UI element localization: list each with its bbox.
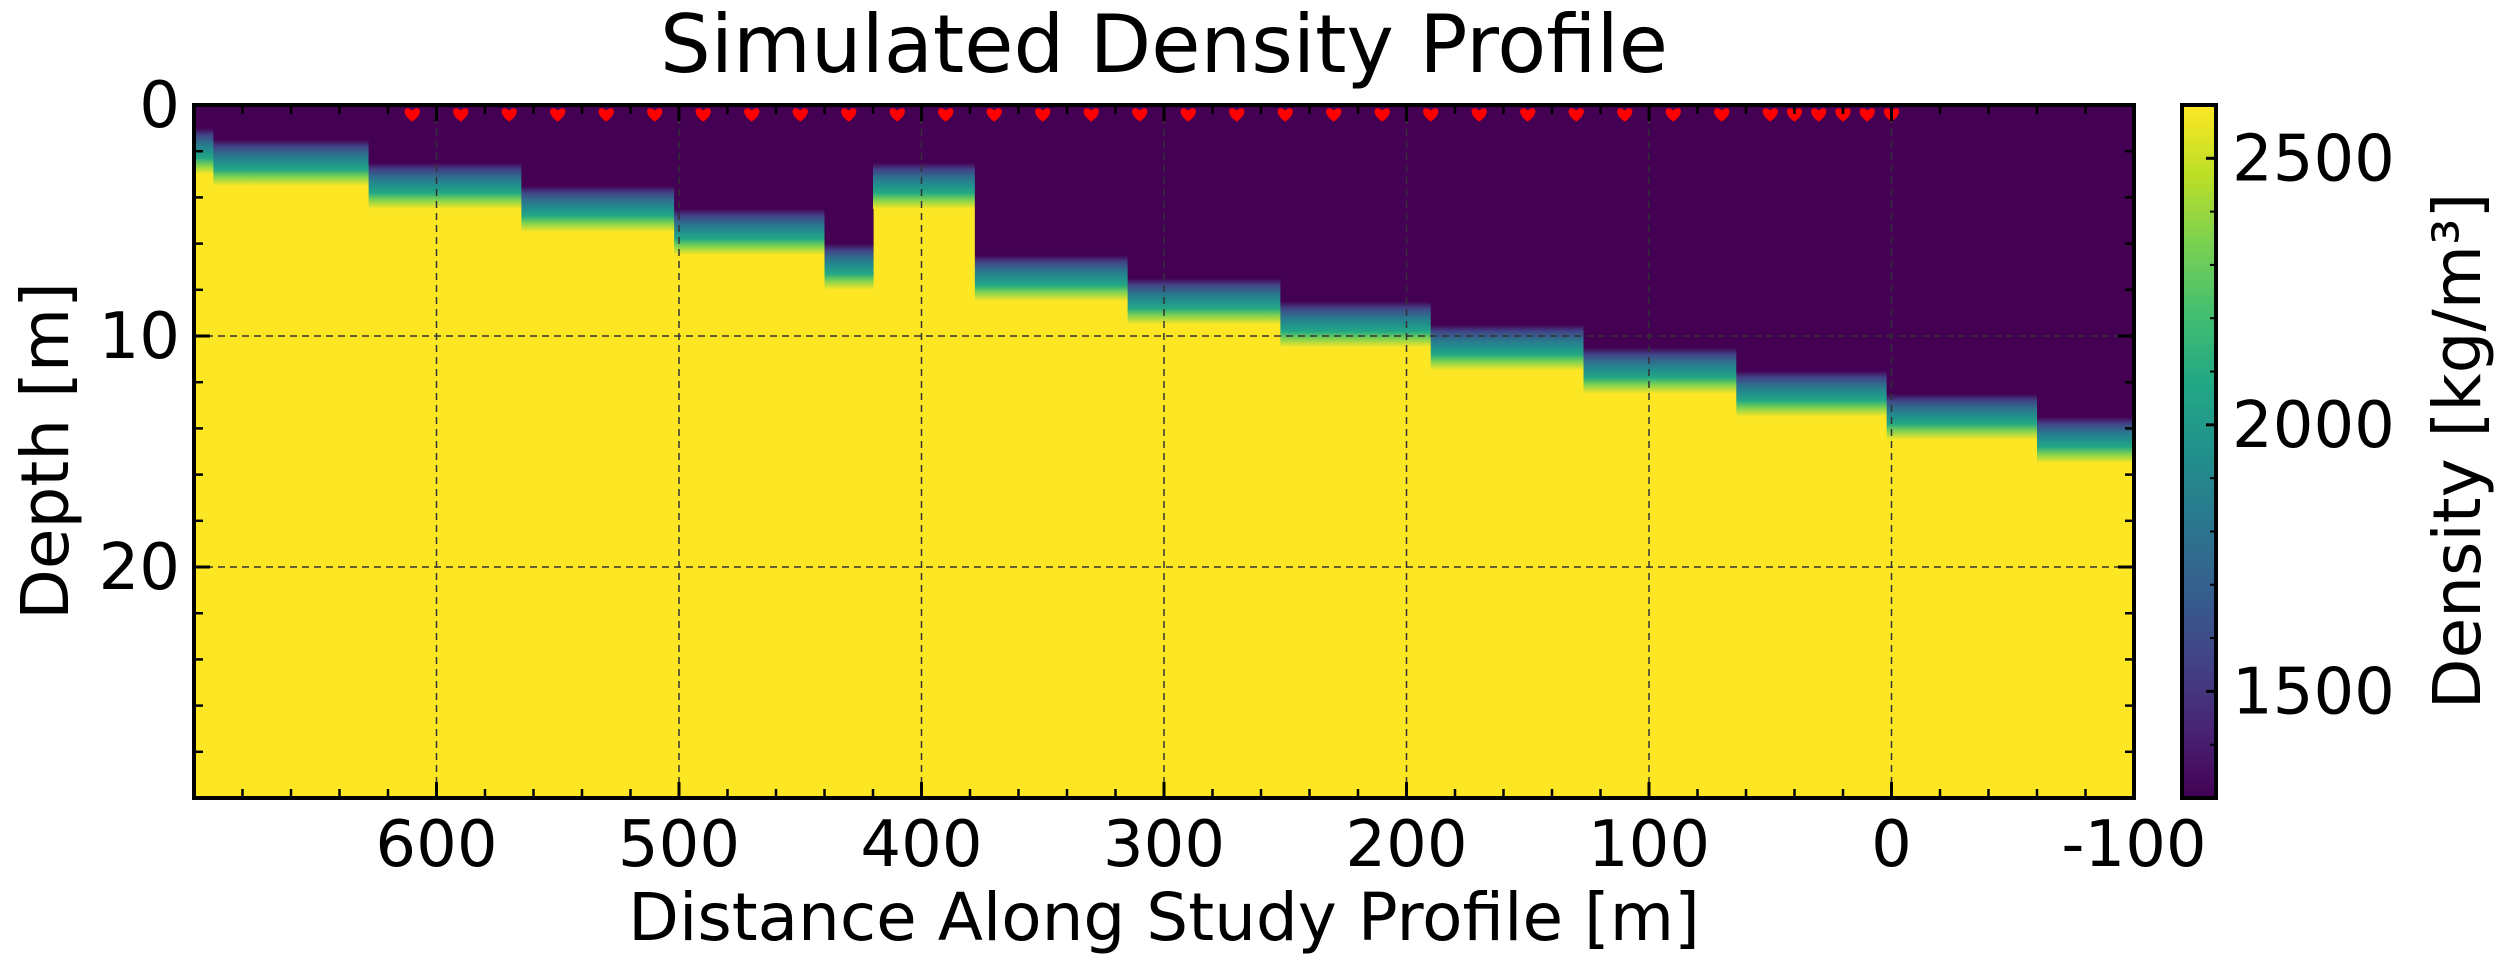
colorbar [2180,103,2218,800]
station-marker [1326,108,1342,122]
station-marker [1617,108,1633,122]
interface-transition [974,255,1129,302]
interface-transition [194,128,214,175]
low-density-block [1736,105,1888,372]
station-marker [1423,108,1439,122]
y-axis-label: Depth [m] [7,282,84,620]
station-markers [404,108,1900,122]
interface-transition [1280,301,1432,348]
colorbar-tick-label: 2500 [2232,122,2395,196]
low-density-block [1127,105,1281,279]
interface-transition [368,162,522,209]
station-marker [938,108,954,122]
interface-transition [1127,278,1281,325]
station-marker [1859,108,1875,122]
x-tick-label: 500 [618,808,740,882]
colorbar-label: Density [kg/m³] [2419,193,2494,710]
x-tick-label: 0 [1871,808,1912,882]
station-marker [1714,108,1730,122]
x-axis-label: Distance Along Study Profile [m] [628,879,1700,956]
station-marker [1471,108,1487,122]
station-marker [550,108,566,122]
station-marker [792,108,808,122]
station-marker [695,108,711,122]
colorbar-tick-label: 1500 [2232,655,2395,729]
interface-transition [1583,347,1737,394]
low-density-block [974,105,1129,256]
station-marker [1035,108,1051,122]
station-marker [1568,108,1584,122]
low-density-block [1280,105,1432,302]
station-marker [1374,108,1390,122]
x-tick-label: 300 [1103,808,1225,882]
station-marker [1132,108,1148,122]
x-axis-ticks: 600 500 400 300 200 100 0 -100 [241,105,2207,882]
x-tick-label: 200 [1345,808,1467,882]
x-tick-label: 600 [375,808,497,882]
y-tick-label: 0 [139,69,180,143]
station-marker [1835,108,1851,122]
station-marker [598,108,614,122]
y-axis-ticks: 0 10 20 [99,69,2134,754]
station-marker [453,108,469,122]
station-marker [1786,108,1803,122]
y-tick-label: 10 [99,300,180,374]
x-tick-label: 100 [1588,808,1710,882]
station-marker [744,108,760,122]
interface-transition [674,208,826,256]
low-density-block [2037,105,2134,418]
station-marker [1520,108,1536,122]
interface-transition [521,185,675,233]
colorbar-ticks: 1500 2000 2500 [2206,104,2395,746]
station-marker [1762,108,1778,122]
interface-transition [1736,370,1888,417]
station-marker [841,108,857,122]
station-marker [647,108,663,122]
interface-transition [1430,324,1585,371]
low-density-block [1886,105,2038,395]
station-marker [404,108,420,122]
chart-title: Simulated Density Profile [660,0,1668,91]
x-tick-label: 400 [860,808,982,882]
grid-lines [194,104,2134,798]
interface-transition [2037,416,2134,464]
x-tick-label: -100 [2061,808,2206,882]
y-tick-label: 20 [99,531,180,605]
low-density-block [1430,105,1585,325]
station-marker [1229,108,1245,122]
station-marker [1811,108,1827,122]
interface-transition [1886,393,2038,440]
low-density-block [368,105,522,164]
low-density-block [873,105,976,164]
station-marker [1083,108,1099,122]
interface-transition [873,162,976,209]
interface-transition [824,243,874,290]
low-density-block [824,105,874,245]
colorbar-tick-label: 2000 [2232,389,2395,463]
station-marker [1180,108,1196,122]
station-marker [501,108,517,122]
low-density-block [194,105,214,129]
station-marker [1665,108,1681,122]
low-density-block [674,105,826,210]
station-marker [986,108,1002,122]
low-density-block [521,105,675,187]
low-density-block [1583,105,1737,349]
station-marker [889,108,905,122]
interface-transition [213,139,370,186]
station-marker [1277,108,1293,122]
